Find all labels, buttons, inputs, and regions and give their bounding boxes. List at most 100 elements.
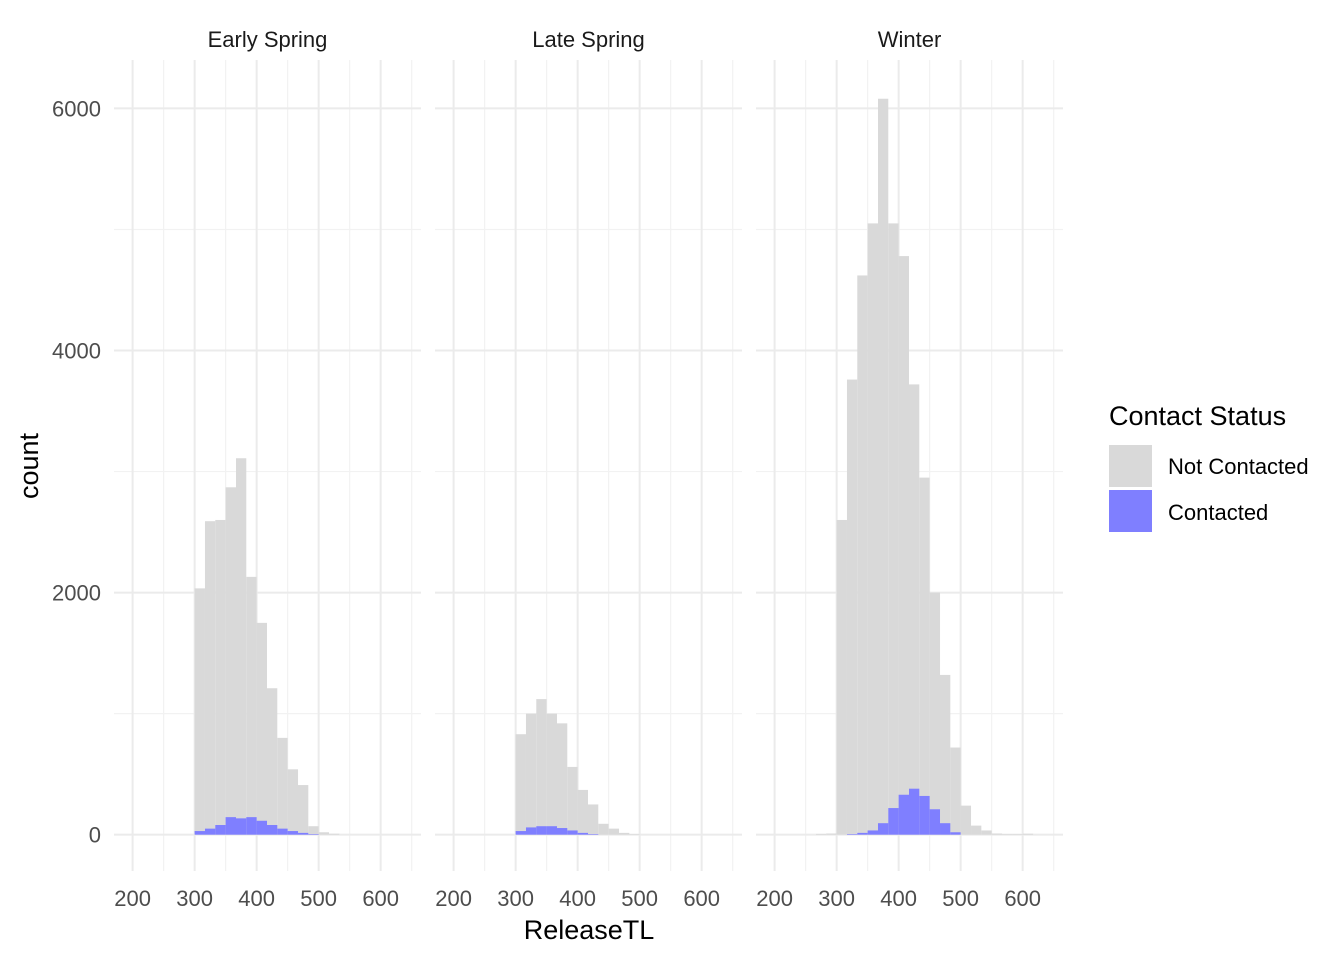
bar-not-contacted (577, 789, 589, 835)
bar-contacted (204, 828, 216, 835)
x-tick-label: 500 (621, 886, 658, 911)
bar-not-contacted (246, 576, 257, 835)
bar-not-contacted (929, 592, 941, 835)
bar-contacted (867, 830, 878, 835)
bar-not-contacted (267, 688, 278, 835)
bar-not-contacted (1012, 834, 1023, 835)
bar-contacted (246, 817, 257, 835)
bar-contacted (225, 817, 236, 835)
x-tick-label: 400 (238, 886, 275, 911)
bar-not-contacted (287, 769, 299, 835)
bar-not-contacted (898, 256, 910, 835)
bar-not-contacted (225, 487, 236, 835)
x-axis-title: ReleaseTL (524, 915, 655, 945)
legend-key-contacted (1109, 490, 1152, 532)
legend: Contact Status Not Contacted Contacted (1109, 401, 1309, 532)
bar-not-contacted (629, 834, 640, 835)
y-tick-label: 2000 (52, 581, 101, 606)
bar-not-contacted (194, 588, 205, 835)
x-tick-label: 500 (942, 886, 979, 911)
y-axis-title: count (14, 432, 44, 499)
bar-contacted (287, 831, 299, 835)
bar-not-contacted (971, 825, 982, 835)
bar-not-contacted (588, 804, 599, 835)
x-tick-label: 200 (114, 886, 151, 911)
bar-not-contacted (598, 823, 609, 835)
bar-not-contacted (960, 805, 972, 835)
bar-contacted (950, 832, 961, 835)
series-not-contacted (515, 699, 640, 835)
bar-contacted (567, 830, 578, 835)
legend-label-contacted: Contacted (1168, 500, 1268, 525)
bar-not-contacted (256, 622, 268, 835)
bar-not-contacted (298, 785, 309, 835)
bar-not-contacted (329, 833, 340, 835)
x-tick-label: 300 (497, 886, 534, 911)
bar-contacted (909, 788, 920, 835)
legend-key-not-contacted (1109, 445, 1152, 487)
bar-contacted (919, 795, 930, 835)
legend-title: Contact Status (1109, 401, 1286, 431)
bar-not-contacted (867, 223, 878, 835)
bar-not-contacted (888, 223, 899, 835)
bar-not-contacted (815, 833, 827, 835)
bar-contacted (525, 827, 537, 835)
bar-contacted (546, 826, 557, 835)
panel-late-spring: Late Spring 200 300 400 500 600 (435, 27, 742, 911)
x-tick-label: 500 (300, 886, 337, 911)
bar-not-contacted (277, 737, 288, 835)
panel-winter: Winter 200 300 400 500 600 (756, 27, 1063, 911)
bar-contacted (588, 834, 599, 835)
y-tick-label: 0 (89, 823, 101, 848)
bar-contacted (267, 825, 278, 835)
facet-strip-label: Late Spring (532, 27, 645, 52)
bar-contacted (577, 832, 589, 835)
bar-not-contacted (204, 521, 216, 835)
bar-not-contacted (525, 713, 537, 835)
x-tick-label: 300 (176, 886, 213, 911)
bar-contacted (515, 831, 526, 835)
x-tick-label: 200 (756, 886, 793, 911)
x-tick-label: 400 (880, 886, 917, 911)
bar-not-contacted (981, 830, 992, 835)
series-contacted (194, 817, 319, 835)
bar-not-contacted (318, 832, 330, 835)
bar-contacted (536, 826, 547, 835)
x-tick-label: 600 (683, 886, 720, 911)
facet-strip-label: Early Spring (208, 27, 328, 52)
bar-not-contacted (919, 477, 930, 835)
panels-layer: Early Spring 200 300 400 500 600 Late Spring 20… (114, 27, 1063, 911)
bar-not-contacted (991, 833, 1003, 835)
bar-not-contacted (608, 828, 620, 835)
y-tick-label: 6000 (52, 96, 101, 121)
bar-not-contacted (950, 747, 961, 835)
series-contacted (846, 788, 961, 835)
bar-contacted (940, 823, 951, 835)
bar-contacted (556, 828, 568, 835)
bar-contacted (298, 832, 309, 835)
y-tick-label: 4000 (52, 339, 101, 364)
x-tick-label: 600 (362, 886, 399, 911)
bar-not-contacted (215, 519, 226, 835)
series-contacted (515, 826, 599, 835)
bar-not-contacted (546, 713, 557, 835)
bar-not-contacted (308, 826, 319, 835)
bar-contacted (857, 832, 868, 835)
bar-not-contacted (940, 674, 951, 835)
x-tick-label: 400 (559, 886, 596, 911)
x-tick-label: 600 (1004, 886, 1041, 911)
bar-not-contacted (567, 766, 578, 835)
panel-early-spring: Early Spring 200 300 400 500 600 (114, 27, 421, 911)
bar-contacted (277, 828, 288, 835)
bar-contacted (256, 820, 268, 835)
bar-contacted (194, 831, 205, 835)
bar-contacted (215, 825, 226, 835)
bar-not-contacted (619, 832, 630, 835)
bar-contacted (929, 809, 941, 835)
bar-not-contacted (857, 275, 868, 835)
y-axis-ticks: 0 2000 4000 6000 (52, 96, 101, 847)
bar-not-contacted (235, 458, 247, 835)
bar-contacted (308, 834, 319, 835)
